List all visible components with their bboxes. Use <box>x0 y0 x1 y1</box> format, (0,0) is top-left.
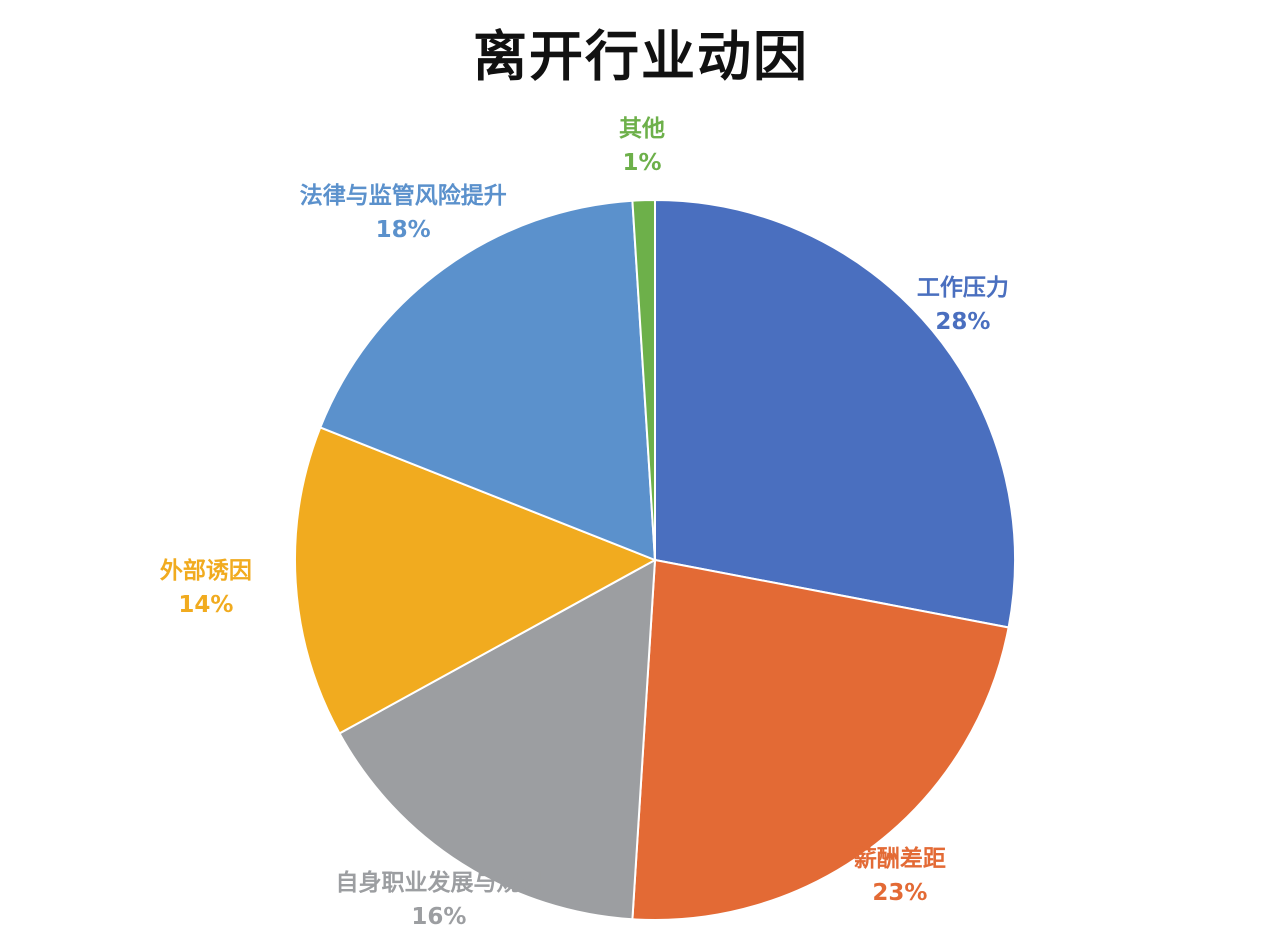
pie-slice <box>631 198 656 561</box>
slice-label-value: 16% <box>411 904 467 931</box>
slice-label: 工作压力 28% <box>917 271 1009 339</box>
pie-slice <box>631 558 1010 921</box>
slice-label: 法律与监管风险提升 18% <box>300 179 507 247</box>
slice-label-value: 18% <box>375 217 431 244</box>
slice-label-value: 23% <box>872 879 928 906</box>
slice-label-value: 28% <box>935 309 991 336</box>
slice-label-name: 法律与监管风险提升 <box>299 183 507 210</box>
chart-title: 离开行业动因 <box>473 24 809 88</box>
slice-label-name: 薪酬差距 <box>853 845 946 872</box>
slice-label: 薪酬差距 23% <box>854 842 946 910</box>
slice-label: 外部诱因 14% <box>160 554 252 622</box>
slice-label-name: 工作压力 <box>916 275 1009 302</box>
pie-slice <box>654 198 1016 629</box>
pie-slice <box>294 426 658 735</box>
slice-label: 自身职业发展与规划 16% <box>335 866 542 934</box>
slice-label-name: 外部诱因 <box>159 558 252 585</box>
slice-label-name: 自身职业发展与规划 <box>335 870 543 897</box>
pie-slice <box>318 199 657 562</box>
slice-label-value: 14% <box>178 592 234 619</box>
slice-label-value: 1% <box>622 150 662 177</box>
slice-label-name: 其他 <box>618 116 665 143</box>
slice-label: 其他 1% <box>619 112 665 180</box>
pie-slice <box>338 558 657 921</box>
